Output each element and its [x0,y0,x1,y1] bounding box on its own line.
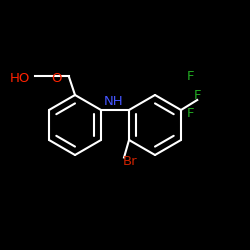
Text: HO: HO [10,72,30,85]
Text: Br: Br [122,155,137,168]
Text: F: F [187,107,194,120]
Text: F: F [187,70,194,83]
Text: F: F [194,89,201,102]
Text: O: O [51,72,62,85]
Text: NH: NH [104,95,124,108]
